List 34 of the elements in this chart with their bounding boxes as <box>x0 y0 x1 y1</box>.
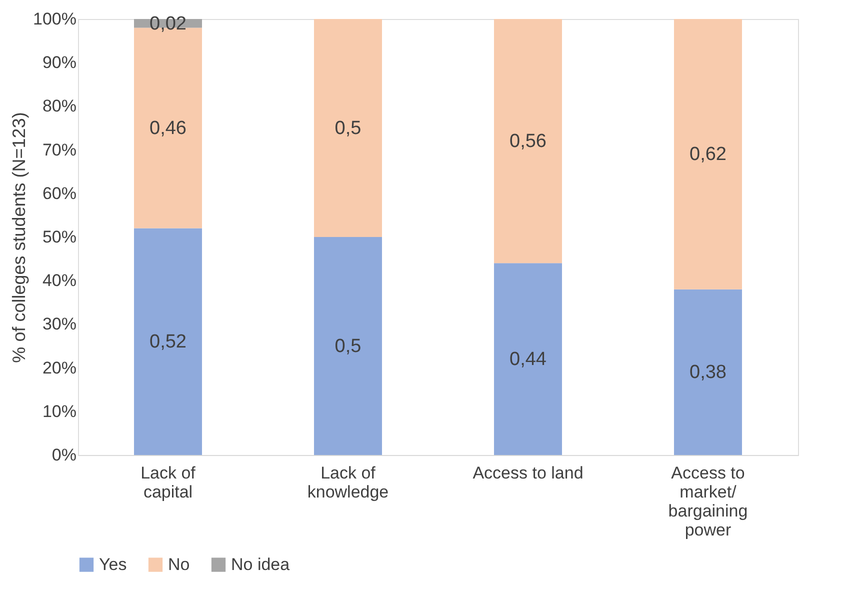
y-tick-label: 40% <box>42 271 76 290</box>
bar <box>494 19 562 264</box>
legend-label: No idea <box>231 554 290 574</box>
y-tick-label: 60% <box>42 184 76 203</box>
bar <box>674 19 742 290</box>
bar <box>494 263 562 455</box>
y-tick-label: 80% <box>42 96 76 116</box>
y-tick-label: 100% <box>33 10 76 28</box>
y-tick-label: 90% <box>42 53 76 72</box>
y-axis-title: % of colleges students (N=123) <box>9 112 30 363</box>
legend-label: No <box>168 554 190 574</box>
x-tick-label: Access to market/ bargaining power <box>668 464 748 540</box>
data-label: 0,56 <box>510 131 546 152</box>
y-tick-label: 0% <box>52 446 76 464</box>
data-label: 0,38 <box>690 362 726 384</box>
x-tick-label: Lack of knowledge <box>307 464 389 502</box>
bar <box>314 19 382 237</box>
data-label: 0,44 <box>510 349 547 370</box>
data-label: 0,62 <box>690 144 726 166</box>
y-tick-label: 10% <box>42 402 76 421</box>
data-label: 0,46 <box>150 118 186 139</box>
data-label: 0,5 <box>334 336 362 357</box>
legend-label: Yes <box>99 554 127 574</box>
data-label: 0,52 <box>150 332 186 353</box>
bar <box>674 289 742 455</box>
x-tick-label: Lack of capital <box>140 464 196 502</box>
y-tick-label: 20% <box>42 358 76 378</box>
y-tick-label: 30% <box>42 314 76 334</box>
bar <box>134 228 202 455</box>
y-tick-label: 50% <box>42 228 76 246</box>
y-tick-label: 70% <box>42 140 76 160</box>
data-label: 0,5 <box>334 118 362 139</box>
bar <box>314 237 382 455</box>
x-tick-label: Access to land <box>472 464 584 482</box>
